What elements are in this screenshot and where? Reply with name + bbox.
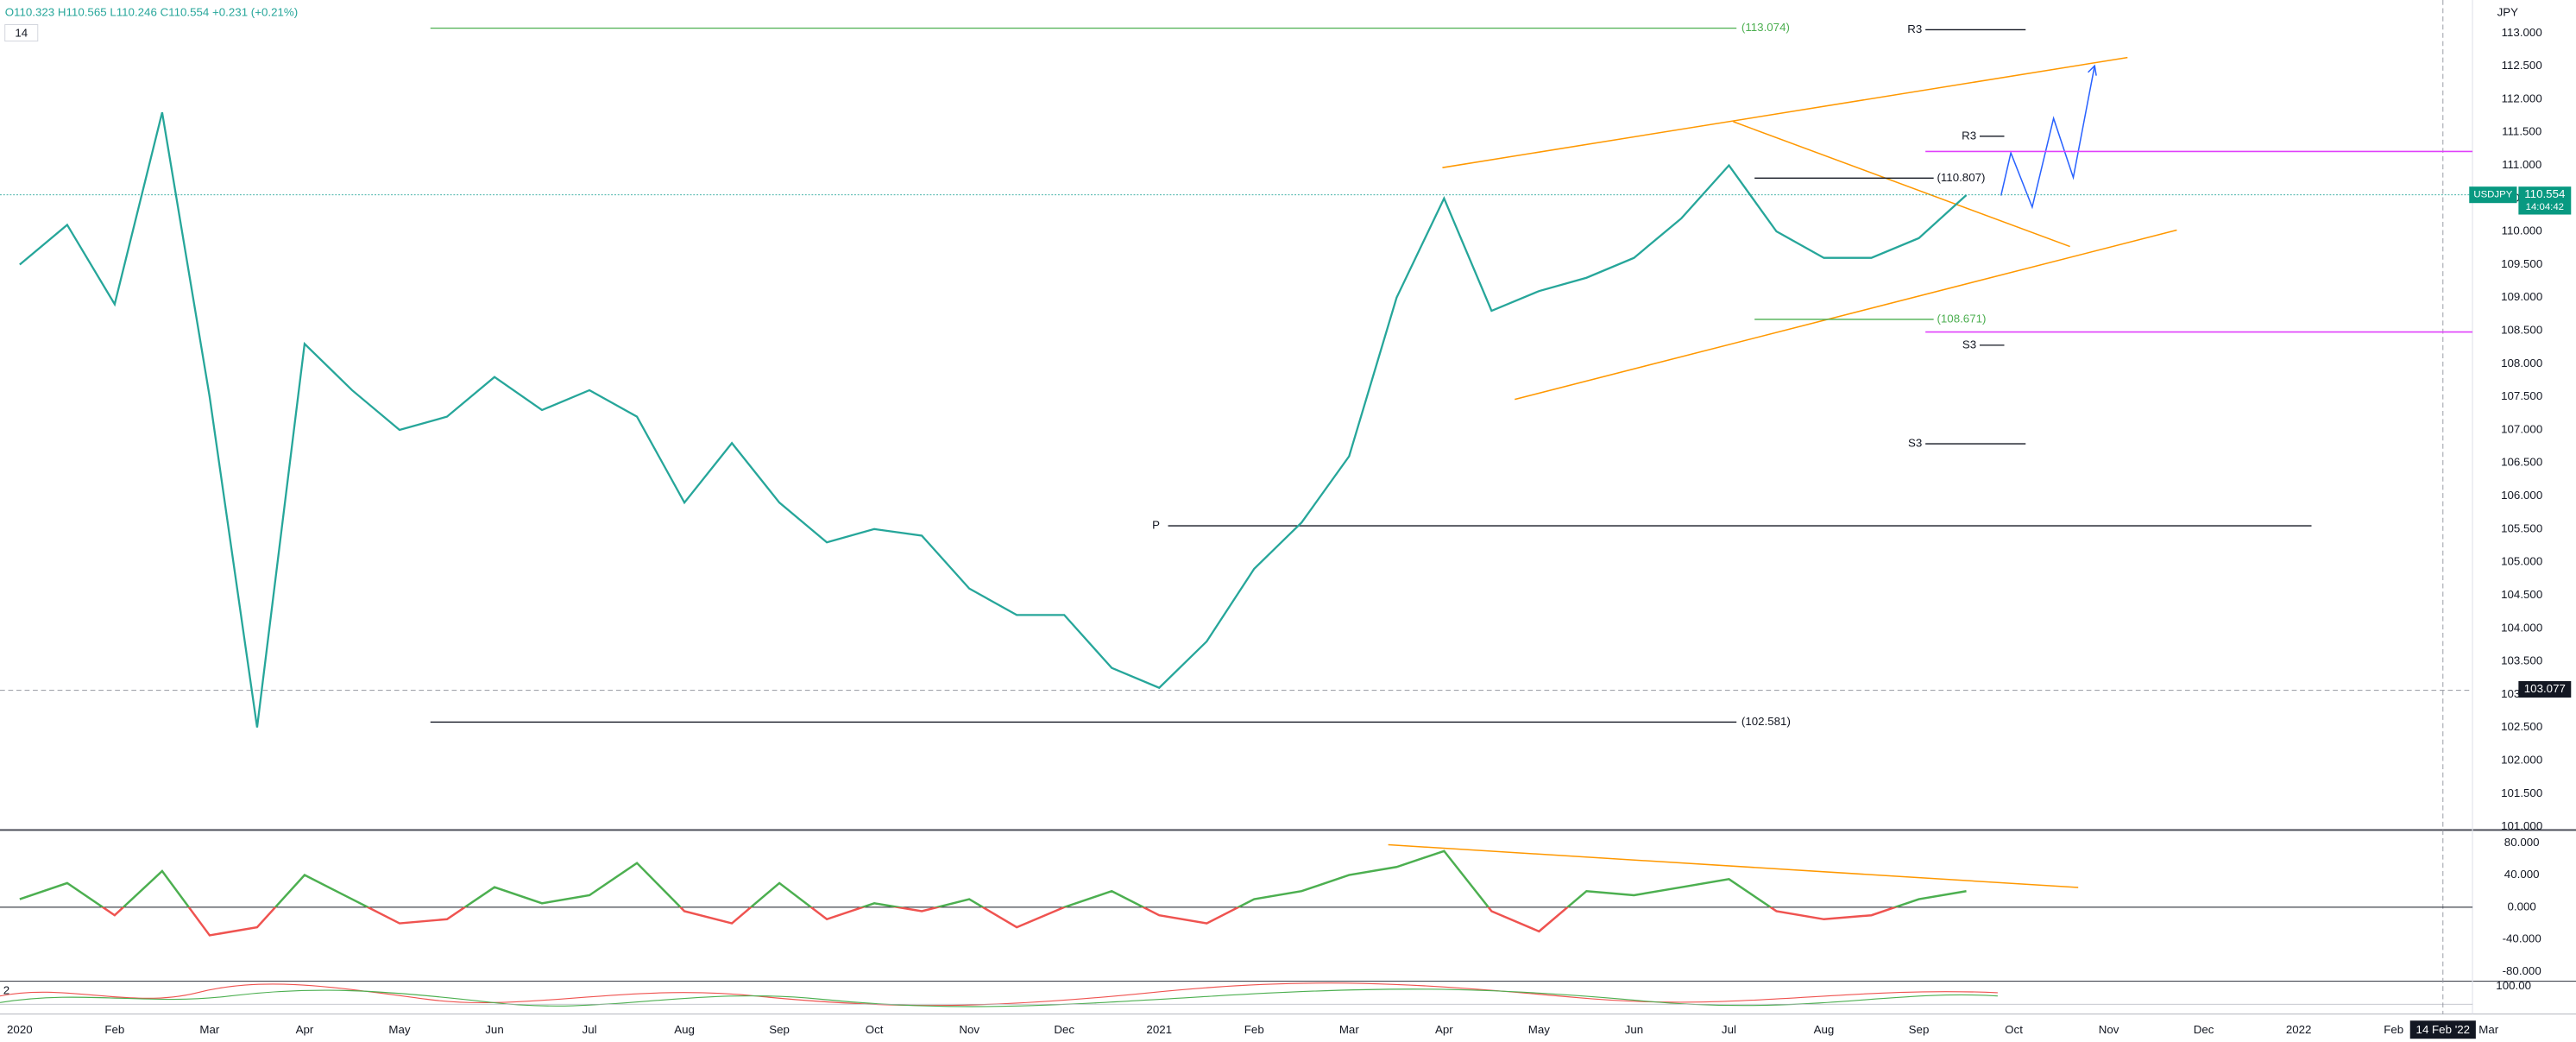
- price-line: [19, 111, 1968, 728]
- x-tick-label: Mar: [2478, 1023, 2498, 1036]
- annotation-label: R3: [1907, 22, 1922, 35]
- x-tick-label: Feb: [104, 1023, 124, 1036]
- x-tick-label: Feb: [1244, 1023, 1264, 1036]
- y-tick-label: 105.000: [2501, 555, 2542, 568]
- y-tick-label: 106.500: [2501, 456, 2542, 469]
- y-tick-label: 109.000: [2501, 290, 2542, 303]
- x-tick-label: Nov: [959, 1023, 979, 1036]
- x-tick-label: Aug: [1814, 1023, 1835, 1036]
- annotation-label: (108.671): [1937, 312, 1986, 325]
- annotation-label: S3: [1908, 437, 1922, 450]
- y-tick-label: 102.000: [2501, 753, 2542, 766]
- x-tick-label: Jun: [1625, 1023, 1643, 1036]
- x-tick-label: Sep: [1909, 1023, 1930, 1036]
- annotation-label: R3: [1962, 129, 1976, 142]
- x-tick-label: Nov: [2099, 1023, 2119, 1036]
- y-tick-label: 108.000: [2501, 357, 2542, 369]
- y-tick-label: 104.500: [2501, 588, 2542, 601]
- crosshair-price-box: [2518, 680, 2572, 698]
- y-tick-label: 40.000: [2504, 868, 2540, 881]
- trendlines: [1388, 56, 2177, 888]
- symbol-box: [2469, 186, 2517, 204]
- third-pane-label: 2: [3, 983, 9, 996]
- y-tick-label: 113.000: [2502, 26, 2542, 39]
- annotation-label: (102.581): [1741, 715, 1791, 728]
- y-tick-label: 103.500: [2501, 654, 2542, 667]
- x-tick-label: Apr: [1435, 1023, 1453, 1036]
- y-tick-label: -80.000: [2503, 964, 2541, 977]
- y-tick-label: 110.000: [2502, 224, 2542, 237]
- y-tick-label: 80.000: [2504, 836, 2540, 849]
- y-tick-label: 107.500: [2501, 389, 2542, 402]
- projection-arrowhead: [2088, 64, 2097, 76]
- trendline: [1515, 229, 2177, 401]
- annotation-label: (110.807): [1937, 171, 1985, 184]
- last-price-label: 110.554: [2524, 187, 2566, 200]
- interval-box[interactable]: [4, 24, 39, 42]
- x-tick-label: 2020: [7, 1023, 33, 1036]
- ohlc-legend: O110.323 H110.565 L110.246 C110.554 +0.2…: [5, 6, 298, 19]
- x-tick-label: Jul: [583, 1023, 597, 1036]
- trendline: [1733, 121, 2070, 248]
- x-tick-label: Apr: [296, 1023, 314, 1036]
- x-tick-label: Feb: [2384, 1023, 2403, 1036]
- oscillator-line: [100, 906, 1899, 937]
- projection-path: [2000, 66, 2095, 210]
- countdown: 14:04:42: [2526, 202, 2564, 212]
- third-pane-tick: 100.00: [2496, 979, 2531, 992]
- annotation-label: (113.074): [1741, 21, 1790, 34]
- symbol-label: USDJPY: [2473, 190, 2512, 200]
- x-tick-label: May: [388, 1023, 410, 1036]
- y-tick-label: 108.500: [2501, 324, 2542, 337]
- x-tick-label: 2022: [2286, 1023, 2312, 1036]
- trendline: [1442, 56, 2128, 168]
- y-tick-label: 111.500: [2502, 125, 2541, 138]
- trendline: [1388, 843, 2079, 888]
- oscillator-line: [19, 849, 1967, 907]
- y-tick-label: 111.000: [2502, 158, 2541, 171]
- x-tick-label: Aug: [674, 1023, 695, 1036]
- last-price-box: [2518, 186, 2572, 215]
- y-tick-label: 101.000: [2501, 819, 2542, 832]
- x-tick-label: 2021: [1146, 1023, 1172, 1036]
- x-tick-label: Oct: [866, 1023, 884, 1036]
- x-tick-label: Jul: [1722, 1023, 1736, 1036]
- stoch-line: [0, 982, 1998, 1007]
- x-tick-label: Sep: [769, 1023, 790, 1036]
- currency[interactable]: JPY: [2497, 6, 2519, 19]
- y-tick-label: 109.500: [2501, 257, 2542, 270]
- y-tick-label: 102.500: [2501, 720, 2542, 733]
- y-tick-label: -40.000: [2503, 932, 2541, 945]
- x-tick-label: Mar: [1339, 1023, 1359, 1036]
- x-tick-label: Oct: [2005, 1023, 2023, 1036]
- stoch-line: [0, 988, 1998, 1007]
- y-tick-label: 104.000: [2501, 621, 2542, 634]
- x-tick-label: May: [1528, 1023, 1550, 1036]
- crosshair-date-box: [2409, 1020, 2476, 1039]
- y-tick-label: 106.000: [2501, 489, 2542, 502]
- annotation-label: P: [1152, 519, 1160, 532]
- y-tick-label: 112.500: [2502, 59, 2542, 72]
- y-tick-label: 112.000: [2502, 92, 2542, 104]
- x-tick-label: Mar: [199, 1023, 219, 1036]
- annotation-label: S3: [1962, 338, 1976, 350]
- x-tick-label: Dec: [2194, 1023, 2214, 1036]
- y-tick-label: 105.500: [2501, 521, 2542, 534]
- x-tick-label: Dec: [1054, 1023, 1074, 1036]
- x-tick-label: Jun: [485, 1023, 503, 1036]
- y-tick-label: 107.000: [2501, 422, 2542, 435]
- crosshair-date: 14 Feb '22: [2416, 1023, 2470, 1036]
- crosshair-price: 103.077: [2524, 682, 2566, 695]
- y-tick-label: 101.500: [2501, 786, 2542, 799]
- y-tick-label: 0.000: [2508, 900, 2536, 913]
- interval[interactable]: 14: [15, 27, 28, 40]
